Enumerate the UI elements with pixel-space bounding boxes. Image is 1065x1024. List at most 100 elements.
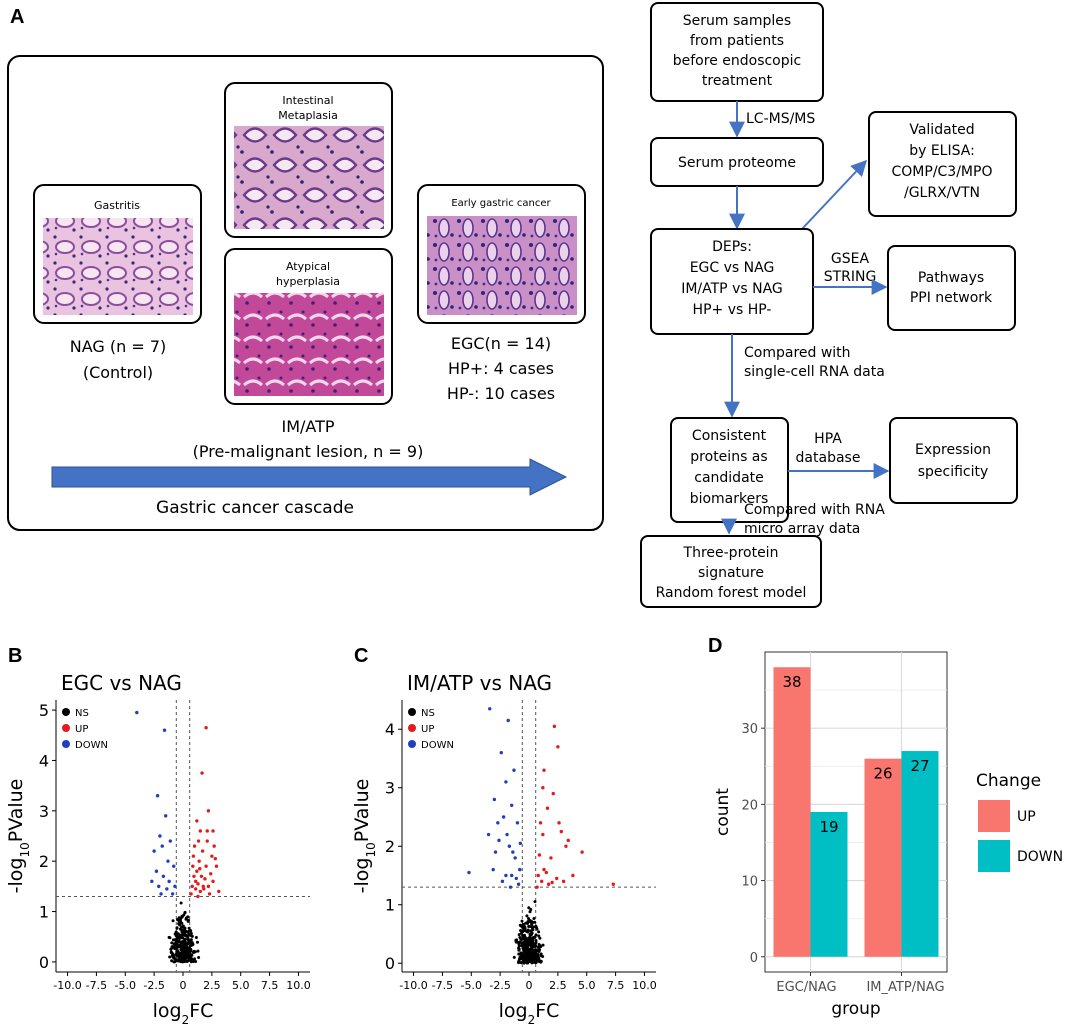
ns-point — [175, 926, 179, 930]
panel-a-frame — [7, 55, 604, 531]
legend-marker-down — [62, 740, 70, 748]
ns-point — [519, 928, 523, 932]
bar-up-1 — [864, 758, 902, 957]
legend-marker-up — [62, 724, 70, 732]
y-tick-label: 10 — [741, 875, 758, 890]
up-point — [552, 724, 557, 729]
up-point — [571, 873, 575, 878]
ns-point — [182, 960, 186, 964]
down-point — [508, 885, 513, 889]
chart-c-volcano-imatp-vs-nag: C IM/ATP vs NAG 0 1 2 3 4 -10.0 -7.5 -5.0 -2.5 0 2.5… — [351, 645, 657, 1024]
ns-point — [178, 944, 182, 948]
down-point — [158, 834, 162, 838]
ns-point — [534, 961, 538, 965]
x-axis-label: log2FC — [153, 1000, 214, 1024]
up-point — [203, 877, 207, 881]
up-point — [561, 879, 566, 884]
ns-point — [537, 930, 541, 934]
serum-proteome-text: Serum proteome — [678, 155, 796, 171]
up-point — [209, 872, 213, 876]
chart-b-volcano-egc-vs-nag: B EGC vs NAG 0 1 2 3 4 5 -10.0 -7.5 -5.0 -2.5 0 2.5 5.… — [5, 645, 311, 1024]
box-serum-proteome: Serum proteome — [650, 137, 824, 187]
consistent-line4: biomarkers — [690, 491, 769, 507]
deps-line1: DEPs: — [712, 239, 752, 255]
up-point — [550, 880, 554, 885]
ns-point — [168, 936, 172, 940]
ns-point — [173, 932, 177, 936]
ns-point — [186, 937, 190, 941]
y-tick-label: 3 — [385, 779, 395, 798]
panel-letter-b: B — [8, 645, 22, 667]
ns-point — [187, 932, 191, 936]
ns-point — [534, 933, 538, 937]
up-point — [192, 874, 196, 878]
up-point — [194, 879, 198, 884]
down-point — [168, 839, 172, 843]
signature-line2: signature — [698, 565, 764, 581]
up-point — [212, 844, 216, 848]
imatp-group-label: IM/ATP — [281, 417, 334, 436]
up-point — [200, 849, 205, 853]
atypical-histology-image — [234, 293, 384, 396]
ns-point — [535, 927, 539, 931]
serum-samples-line2: from patients — [690, 33, 784, 49]
up-point — [557, 821, 561, 825]
ns-point — [180, 936, 184, 940]
ns-point — [189, 938, 193, 942]
up-point — [195, 869, 199, 873]
up-point — [204, 864, 208, 868]
x-tick-label: -7.5 — [86, 979, 107, 992]
y-tick-label: 0 — [39, 953, 49, 972]
card-atypical-label-line2: hyperplasia — [276, 275, 340, 288]
up-point — [537, 853, 542, 857]
pathways-line2: PPI network — [910, 290, 993, 306]
premalignant-label: (Pre-malignant lesion, n = 9) — [193, 442, 424, 461]
down-point — [163, 814, 168, 818]
up-point — [542, 867, 546, 872]
box-pathways: Pathways PPI network — [887, 245, 1016, 331]
ns-point — [522, 954, 526, 958]
ns-point — [518, 955, 522, 959]
up-point — [198, 867, 202, 871]
hpa-label-line2: database — [796, 450, 861, 466]
legend-swatch-up — [978, 800, 1010, 832]
ns-point — [529, 942, 533, 946]
panel-letter-d: D — [708, 635, 722, 657]
down-point — [496, 821, 500, 825]
up-point — [564, 844, 568, 848]
up-point — [213, 856, 218, 861]
ns-point — [527, 924, 531, 928]
ns-point — [515, 938, 519, 942]
ns-point — [528, 960, 532, 964]
down-point — [159, 892, 163, 896]
ns-point — [190, 943, 194, 947]
up-point — [191, 864, 195, 868]
down-point — [162, 728, 167, 732]
ns-point — [526, 920, 530, 924]
legend-label-up: UP — [1017, 809, 1036, 825]
down-point — [165, 887, 169, 891]
x-tick-label: 0 — [180, 979, 187, 992]
x-tick-label: IM_ATP/NAG — [866, 980, 944, 995]
down-point — [504, 780, 508, 784]
ns-point — [520, 919, 524, 923]
down-point — [504, 873, 508, 878]
ns-point — [175, 935, 179, 939]
up-point — [196, 839, 201, 843]
up-point — [559, 829, 564, 834]
legend-title: Change — [976, 771, 1041, 791]
up-point — [211, 829, 215, 833]
ns-point — [533, 936, 537, 940]
ns-point — [168, 955, 172, 959]
up-point — [210, 854, 214, 858]
legend-marker-down — [408, 740, 416, 748]
ns-point — [525, 961, 529, 965]
validated-line2: by ELISA: — [909, 143, 975, 159]
y-tick-label: 2 — [39, 852, 49, 871]
egc-histology-image — [427, 216, 577, 315]
y-tick-label: 2 — [385, 837, 395, 856]
up-point — [535, 885, 539, 889]
down-point — [514, 876, 518, 881]
up-point — [196, 894, 200, 899]
